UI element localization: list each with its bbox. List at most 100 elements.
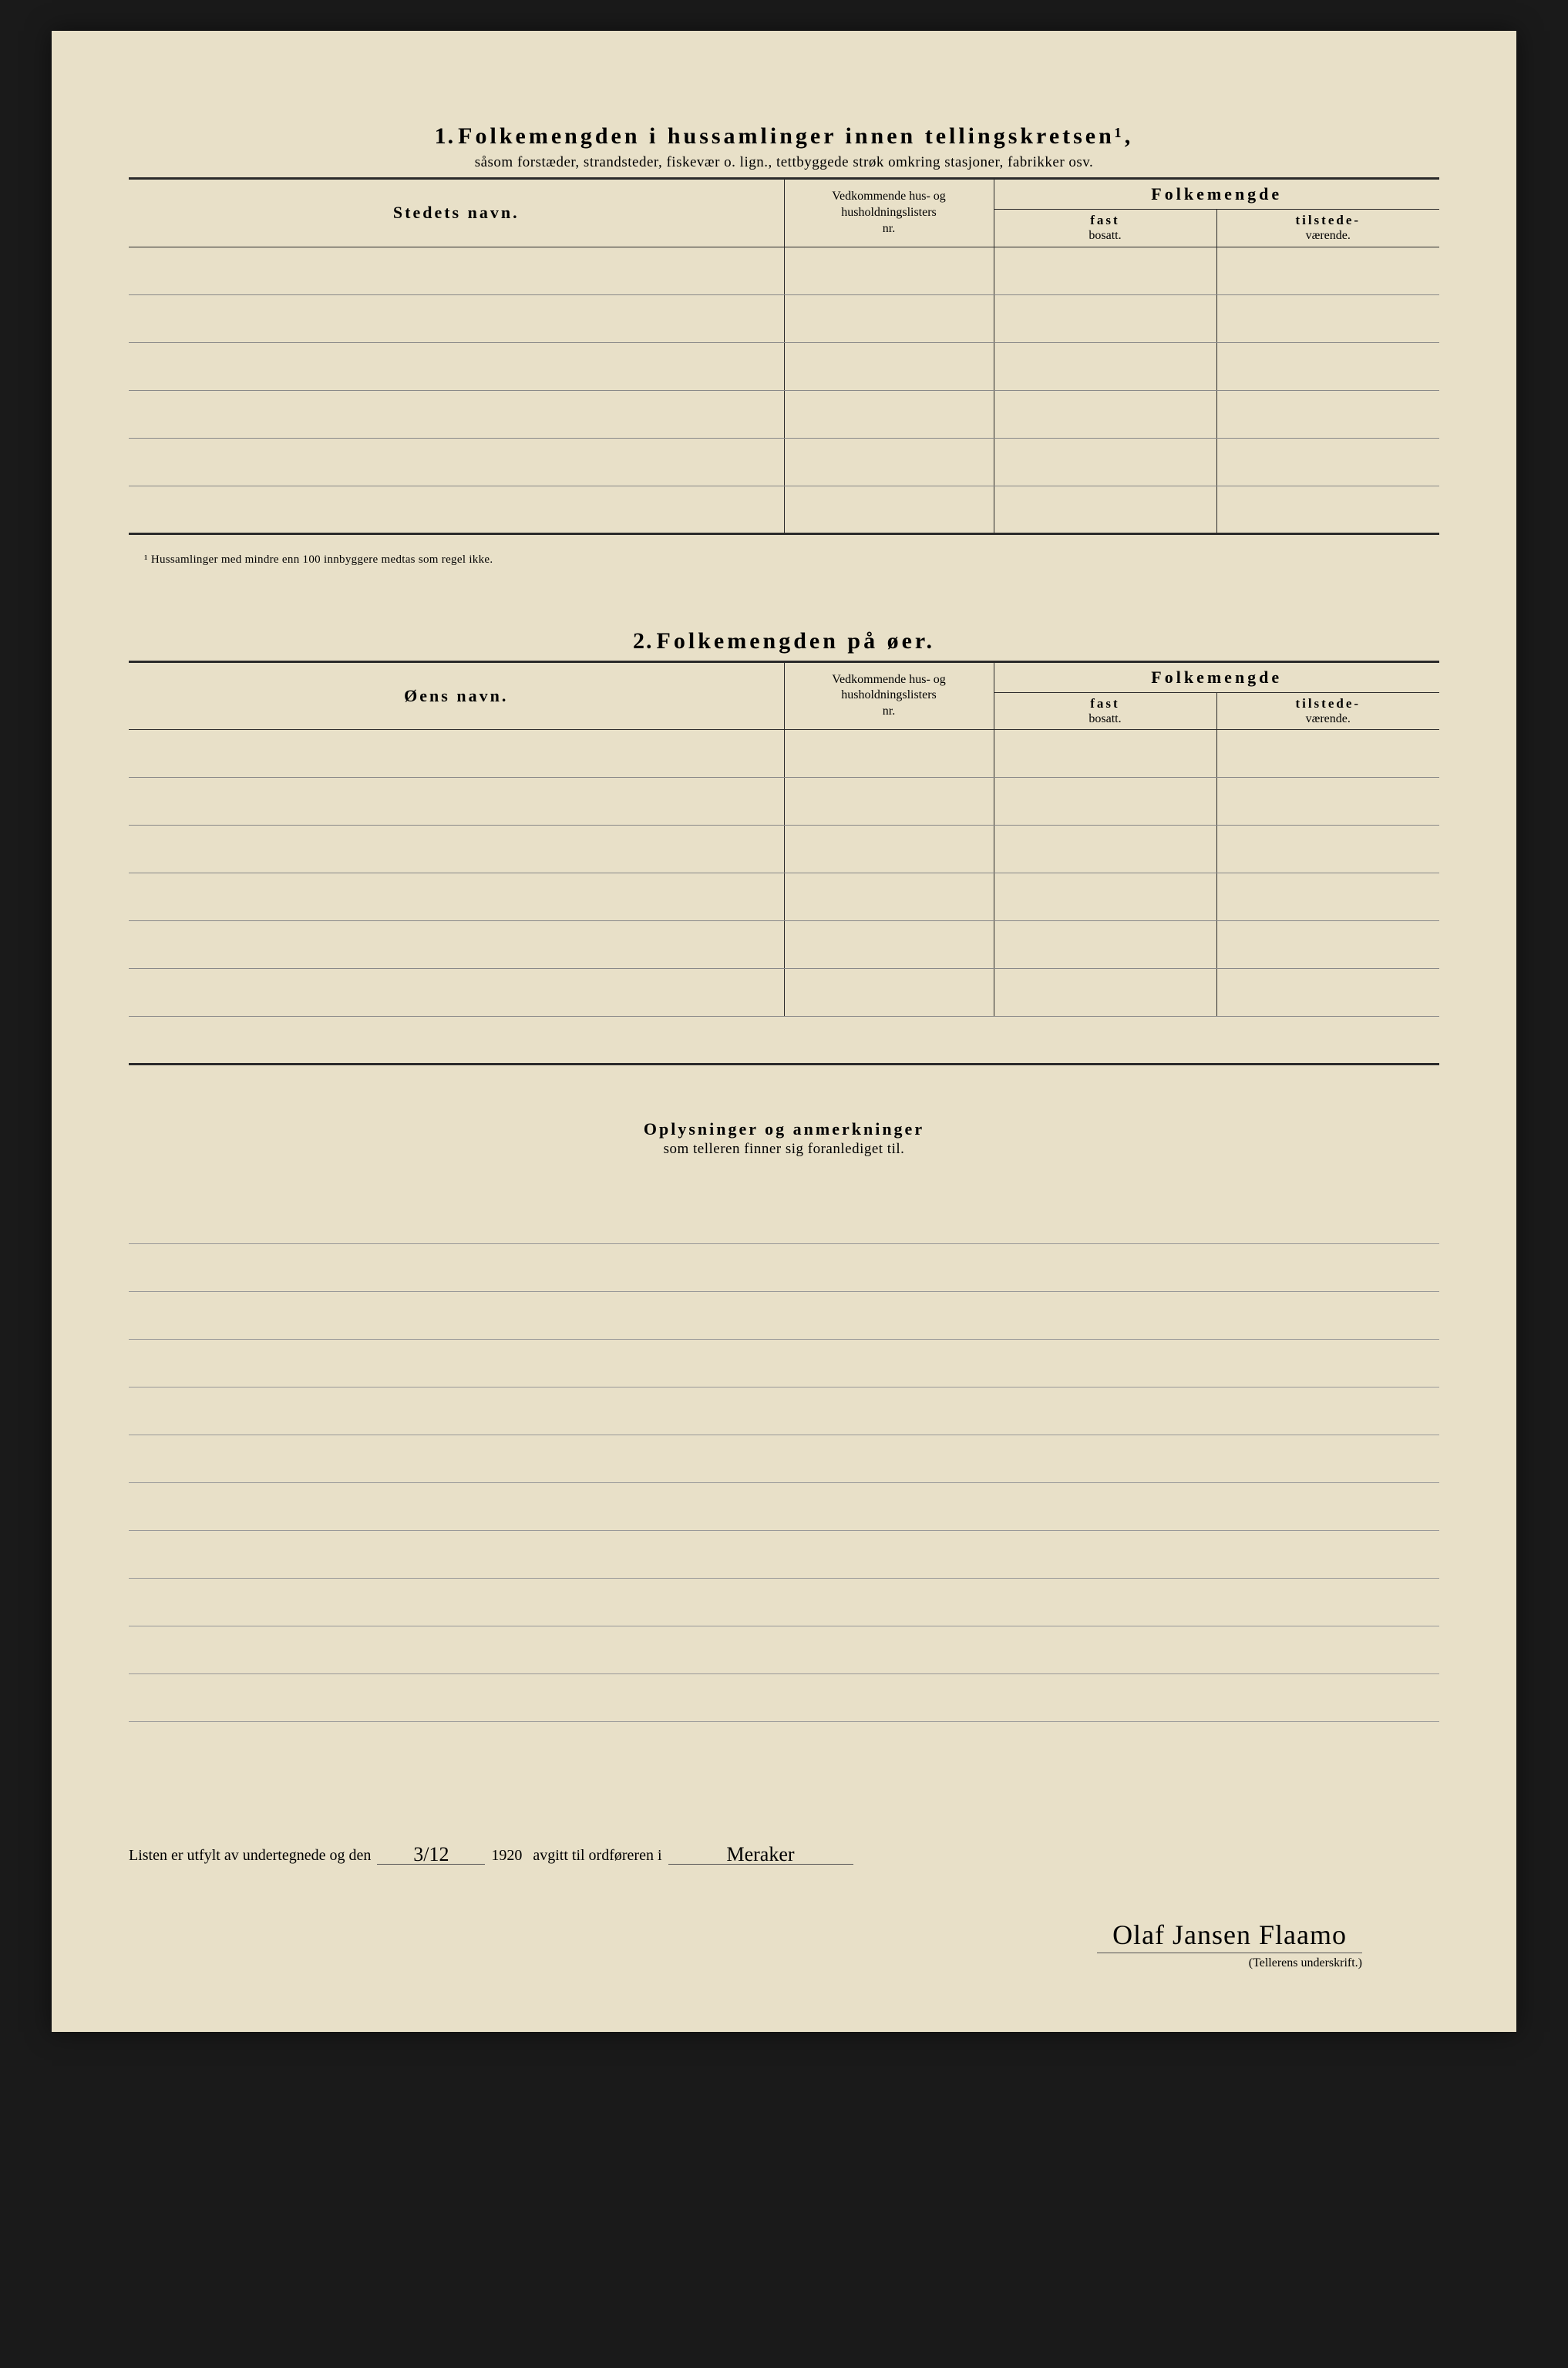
section1-col-ref: Vedkommende hus- og husholdningslisters … [784,180,994,247]
section1-col-place: Stedets navn. [129,180,784,247]
table-cell [994,873,1216,921]
table-cell [129,342,784,390]
table-cell [1216,390,1439,438]
table-cell [1216,873,1439,921]
table-cell [1216,778,1439,826]
table-cell [129,826,784,873]
table-cell [129,873,784,921]
ruled-line [129,1388,1439,1435]
table-row [129,294,1439,342]
table-cell [129,438,784,486]
table-cell [994,390,1216,438]
table-row [129,921,1439,969]
table-row [129,778,1439,826]
section1-col-tilstede: tilstede- værende. [1216,210,1439,247]
table-row [129,247,1439,294]
table-cell [1216,438,1439,486]
section2-col-tilstede: tilstede- værende. [1216,692,1439,730]
sig-label: (Tellerens underskrift.) [129,1956,1362,1970]
sig-lead: Listen er utfylt av undertegnede og den [129,1847,371,1865]
sig-name: Olaf Jansen Flaamo [1097,1919,1362,1953]
section1-footnote: ¹ Hussamlinger med mindre enn 100 innbyg… [144,553,1439,567]
ruled-line [129,1196,1439,1244]
signature-block: Listen er utfylt av undertegnede og den … [129,1845,1439,1969]
section2-number: 2. [633,628,654,654]
table-cell [994,438,1216,486]
table-row [129,390,1439,438]
table-cell [784,921,994,969]
section1-table: Stedets navn. Vedkommende hus- og hushol… [129,180,1439,535]
table-cell [994,969,1216,1017]
table-cell [129,390,784,438]
table-cell [1216,342,1439,390]
table-cell [994,778,1216,826]
table-cell [784,438,994,486]
section2-body [129,730,1439,1017]
table-cell [1216,730,1439,778]
table-cell [784,778,994,826]
sig-place: Meraker [668,1845,853,1864]
table-cell [784,826,994,873]
sig-year: 1920 [491,1847,522,1865]
table-cell [1216,969,1439,1017]
census-form-page: 1. Folkemengden i hussamlinger innen tel… [52,31,1516,2032]
table-cell [129,969,784,1017]
table-cell [994,294,1216,342]
table-row [129,342,1439,390]
table-cell [1216,826,1439,873]
table-cell [129,921,784,969]
ruled-line [129,1579,1439,1626]
ruled-line [129,1435,1439,1483]
section2-col-ref: Vedkommende hus- og husholdningslisters … [784,663,994,730]
table-cell [129,730,784,778]
table-cell [129,778,784,826]
table-cell [1216,486,1439,533]
ruled-line [129,1244,1439,1292]
table-cell [784,730,994,778]
table-cell [994,921,1216,969]
table-row [129,438,1439,486]
table-cell [994,247,1216,294]
table-cell [129,294,784,342]
section1-title: 1. Folkemengden i hussamlinger innen tel… [129,123,1439,150]
table-cell [129,247,784,294]
sig-mid: avgitt til ordføreren i [533,1847,661,1865]
table-cell [1216,294,1439,342]
ruled-line [129,1674,1439,1722]
ruled-line [129,1340,1439,1388]
ruled-line [129,1483,1439,1531]
section1-number: 1. [435,123,456,149]
section1-col-fast: fast bosatt. [994,210,1216,247]
section1-subtitle: såsom forstæder, strandsteder, fiskevær … [129,154,1439,171]
table-cell [1216,921,1439,969]
section2-title: 2. Folkemengden på øer. [129,628,1439,654]
table-cell [784,294,994,342]
table-cell [994,486,1216,533]
table-row [129,486,1439,533]
table-cell [994,826,1216,873]
remarks-subheading: som telleren finner sig foranlediget til… [129,1141,1439,1158]
table-row [129,969,1439,1017]
table-row [129,730,1439,778]
section1-body [129,247,1439,533]
ruled-line [129,1531,1439,1579]
remarks-heading: Oplysninger og anmerkninger [129,1119,1439,1139]
table-cell [129,486,784,533]
table-cell [784,873,994,921]
table-row [129,826,1439,873]
table-cell [784,969,994,1017]
remarks-title: Oplysninger og anmerkninger som telleren… [129,1119,1439,1158]
section1-heading: Folkemengden i hussamlinger innen tellin… [458,123,1133,149]
table-cell [784,247,994,294]
table-cell [994,342,1216,390]
table-row [129,873,1439,921]
section2-heading: Folkemengden på øer. [657,628,935,654]
ruled-line [129,1626,1439,1674]
table-cell [784,486,994,533]
table-cell [784,390,994,438]
remarks-lines [129,1196,1439,1722]
section2-table: Øens navn. Vedkommende hus- og husholdni… [129,663,1439,1018]
sig-date: 3/12 [377,1845,485,1864]
section1-col-folk: Folkemengde [994,180,1439,210]
section2-col-folk: Folkemengde [994,663,1439,693]
